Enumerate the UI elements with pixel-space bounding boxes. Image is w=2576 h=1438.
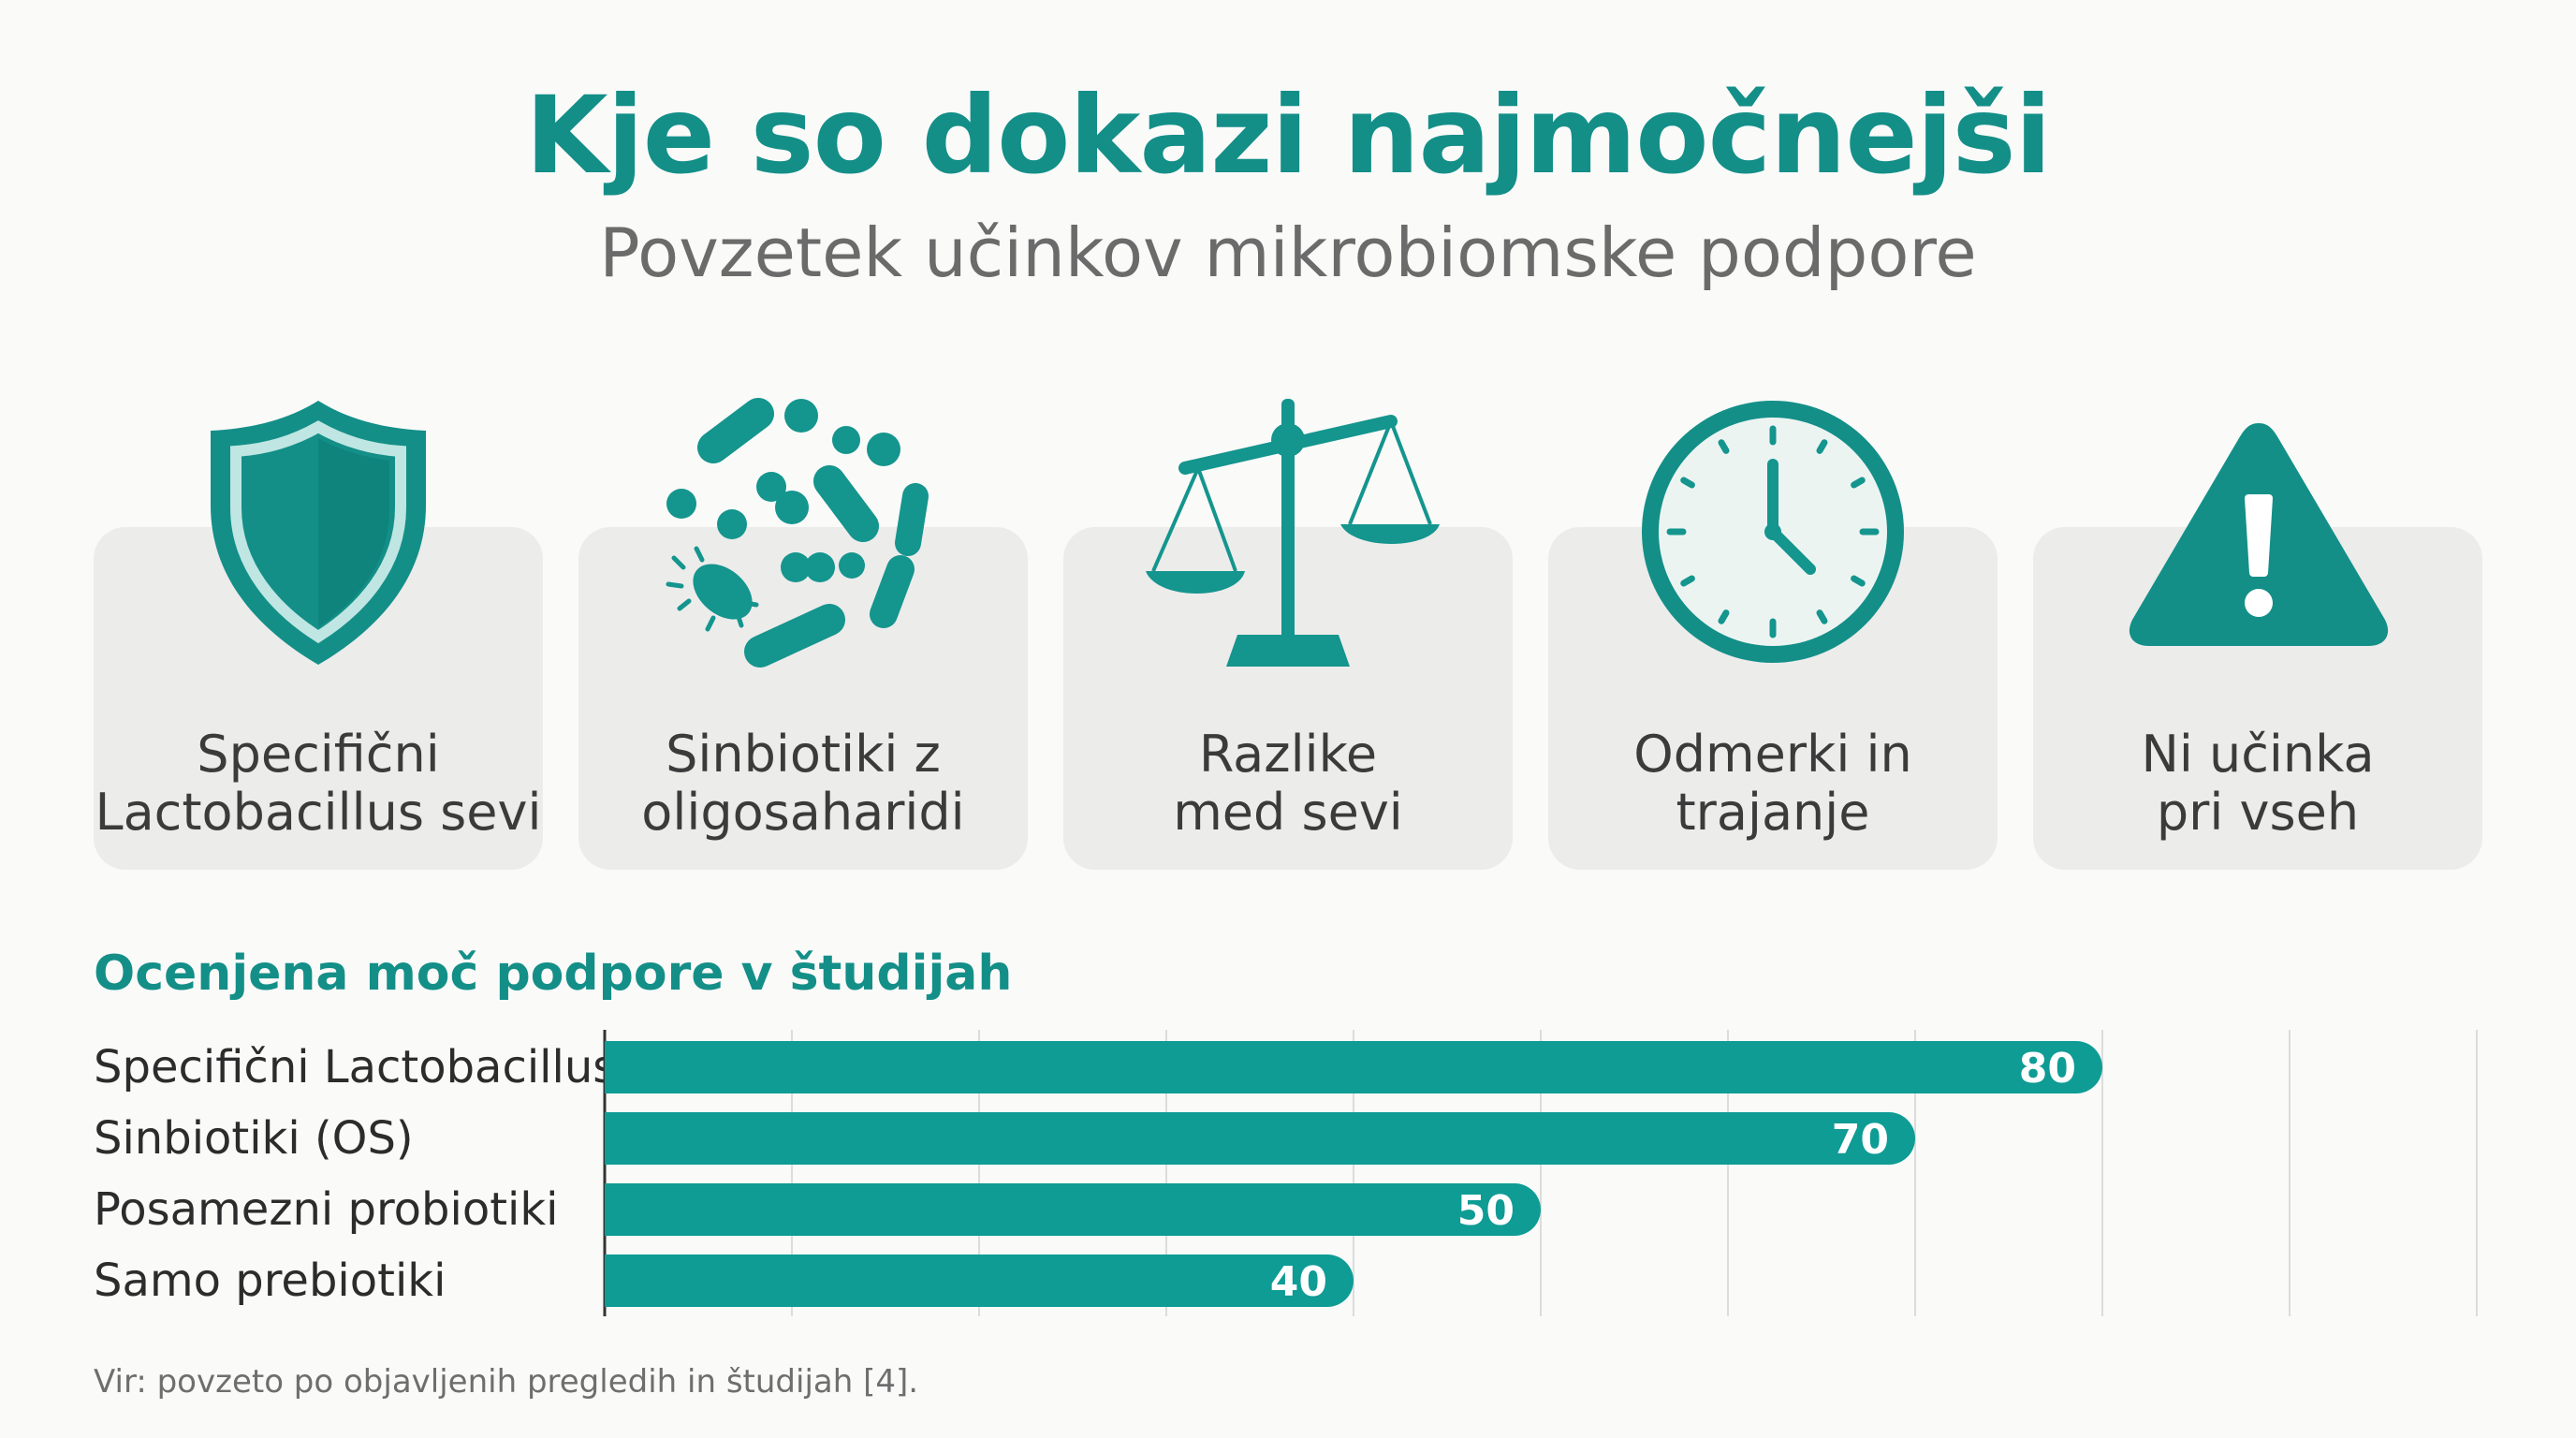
category-label: Samo prebiotiki (94, 1255, 446, 1307)
card-label: Sinbiotiki z oligosaharidi (641, 725, 965, 842)
category-label: Posamezni probiotiki (94, 1183, 559, 1236)
bar-value-label: 70 (1832, 1116, 1889, 1164)
category-label: Sinbiotiki (OS) (94, 1112, 414, 1165)
card-lactobacillus: Specifični Lactobacillus sevi (94, 527, 543, 870)
card-label: Specifični Lactobacillus sevi (95, 725, 542, 842)
bar (605, 1255, 1354, 1307)
bar-value-label: 40 (1270, 1258, 1327, 1306)
balance-scale-icon (1146, 399, 1440, 667)
bar (605, 1183, 1541, 1236)
card-no-effect: Ni učinka pri vseh (2033, 527, 2482, 870)
clock-tick (1718, 439, 1730, 454)
warning-icon (2129, 423, 2389, 646)
clock-tick (1816, 439, 1828, 454)
clock-tick (1816, 609, 1828, 624)
card-label: Razlike med sevi (1173, 725, 1403, 842)
clock-icon (1642, 401, 1904, 663)
bar-value-label: 50 (1457, 1187, 1515, 1235)
bacteria-icon (666, 398, 929, 668)
card-label: Ni učinka pri vseh (2141, 725, 2375, 842)
card-label: Odmerki in trajanje (1633, 725, 1912, 842)
page-subtitle: Povzetek učinkov mikrobiomske podpore (599, 213, 1977, 292)
bar (605, 1041, 2102, 1093)
clock-tick (1851, 477, 1866, 489)
bar-value-label: 80 (2019, 1045, 2076, 1093)
shield-icon (211, 401, 426, 665)
page-title: Kje so dokazi najmočnejši (525, 73, 2051, 198)
clock-tick (1680, 477, 1695, 489)
category-label: Specifični Lactobacillus (94, 1041, 617, 1093)
clock-tick (1680, 575, 1695, 587)
clock-tick (1718, 609, 1730, 624)
source-note: Vir: povzeto po objavljenih pregledih in… (94, 1363, 919, 1401)
chart-title: Ocenjena moč podpore v študijah (94, 946, 1013, 1002)
clock-tick (1851, 575, 1866, 587)
card-synbiotics: Sinbiotiki z oligosaharidi (578, 527, 1028, 870)
bar (605, 1112, 1915, 1165)
